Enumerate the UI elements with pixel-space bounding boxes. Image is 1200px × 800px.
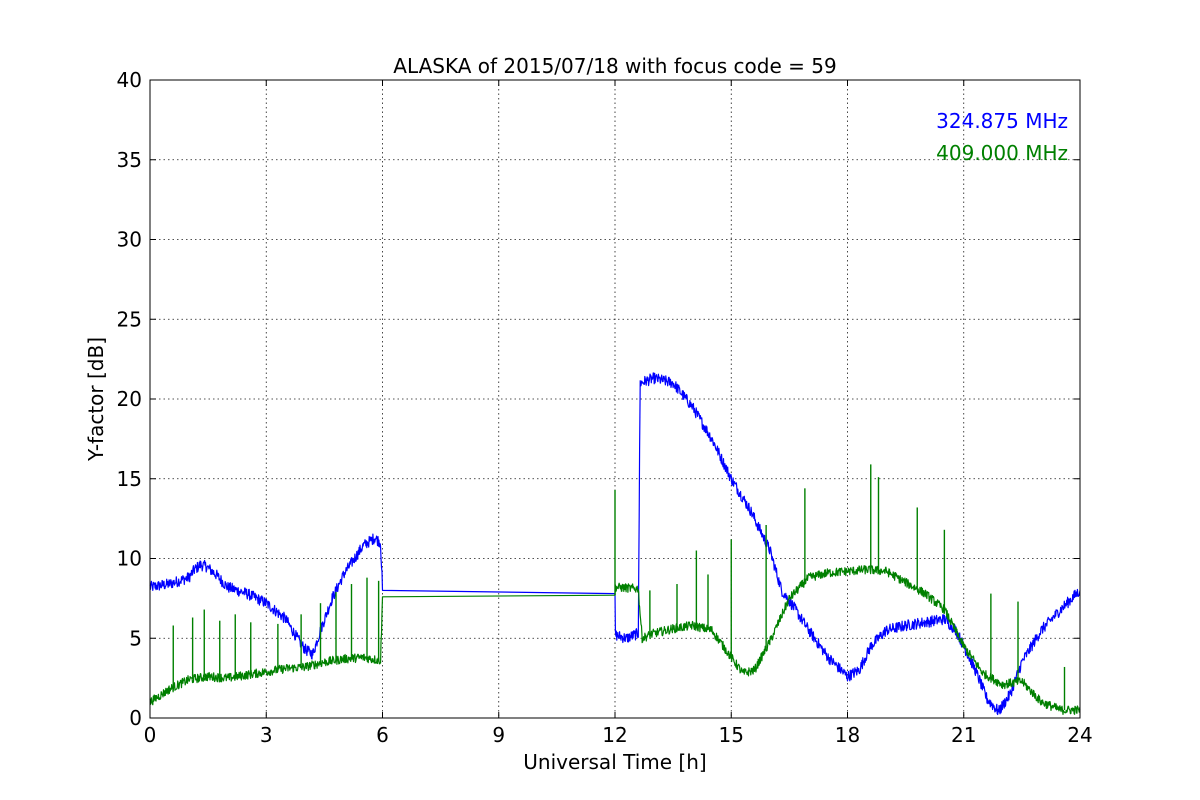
x-tick-label: 24 [1067,723,1092,747]
y-tick-label: 35 [117,148,142,172]
y-tick-label: 30 [117,228,142,252]
y-tick-label: 5 [129,626,142,650]
x-axis-label: Universal Time [h] [523,750,706,774]
legend-entry-409-000-mhz: 409.000 MHz [936,141,1068,165]
y-tick-label: 10 [117,547,142,571]
x-tick-label: 3 [260,723,273,747]
y-tick-label: 15 [117,467,142,491]
x-tick-label: 9 [492,723,505,747]
y-tick-label: 25 [117,307,142,331]
x-tick-label: 15 [719,723,744,747]
y-axis-label: Y-factor [dB] [84,337,108,462]
x-tick-label: 0 [144,723,157,747]
series-lines [149,372,1081,716]
x-tick-label: 18 [835,723,860,747]
legend-entry-324-875-mhz: 324.875 MHz [936,109,1068,133]
x-tick-label: 21 [951,723,976,747]
axis-ticks: 0 3 6 9 12 15 18 21 24 0 5 10 15 20 25 30 35 40 [117,68,1093,747]
y-tick-label: 0 [129,706,142,730]
y-tick-label: 20 [117,387,142,411]
x-tick-label: 6 [376,723,389,747]
y-tick-label: 40 [117,68,142,92]
chart-title: ALASKA of 2015/07/18 with focus code = 5… [393,54,836,78]
x-tick-label: 12 [602,723,627,747]
